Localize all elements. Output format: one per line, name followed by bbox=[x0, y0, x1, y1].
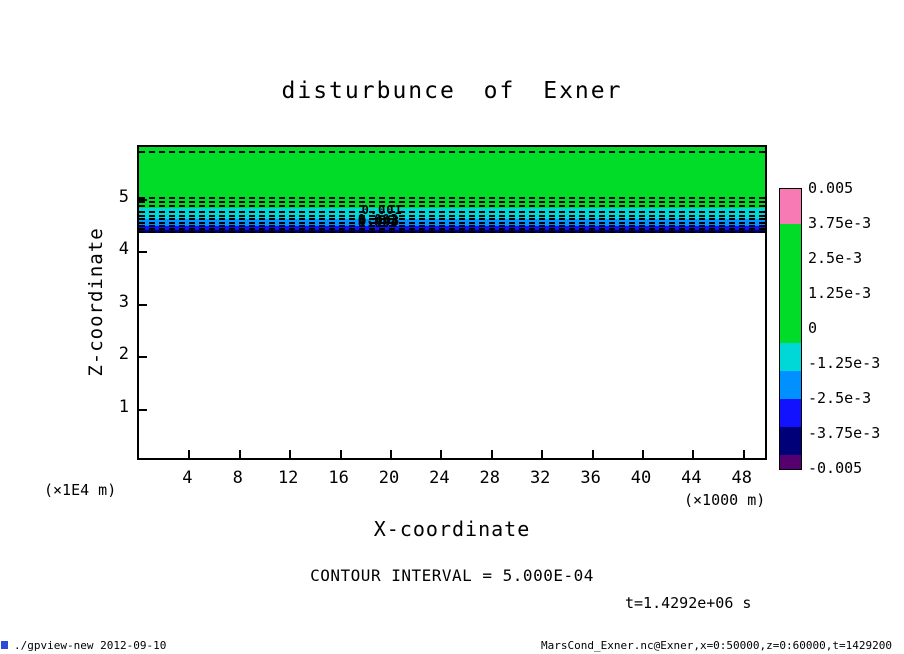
x-tick-label: 40 bbox=[630, 468, 652, 488]
contour-line bbox=[139, 217, 765, 220]
colorbar-label: 2.5e-3 bbox=[808, 249, 863, 267]
x-axis-label: X-coordinate bbox=[373, 517, 531, 541]
colorbar-label: 0 bbox=[808, 319, 818, 337]
x-axis-tick bbox=[289, 450, 292, 458]
y-axis-tick bbox=[139, 303, 147, 306]
colorbar-label: -2.5e-3 bbox=[808, 389, 872, 407]
contour-line bbox=[139, 150, 765, 153]
x-tick-label: 24 bbox=[429, 468, 450, 488]
colorbar-segment bbox=[780, 455, 801, 469]
colorbar-segment bbox=[780, 399, 801, 427]
x-axis-tick bbox=[238, 450, 241, 458]
y-tick-label: 4 bbox=[118, 239, 129, 259]
x-tick-label: 12 bbox=[277, 468, 299, 488]
x-axis-tick bbox=[339, 450, 342, 458]
plot-area: 0.001 0.002 0.003 0.004 bbox=[137, 145, 767, 460]
y-axis-tick bbox=[139, 198, 147, 201]
colorbar-segment bbox=[780, 427, 801, 455]
x-tick-label: 44 bbox=[681, 468, 702, 488]
x-tick-label: 48 bbox=[731, 468, 753, 488]
x-tick-label: 16 bbox=[328, 468, 349, 488]
y-axis-unit: (×1E4 m) bbox=[44, 481, 117, 499]
contour-interval-text: CONTOUR INTERVAL = 5.000E-04 bbox=[310, 566, 594, 585]
x-tick-label: 4 bbox=[182, 468, 193, 488]
x-axis-tick bbox=[591, 450, 594, 458]
x-axis-tick bbox=[541, 450, 544, 458]
contour-band bbox=[139, 147, 765, 209]
x-tick-label: 20 bbox=[378, 468, 400, 488]
y-axis-tick bbox=[139, 356, 147, 358]
contour-line bbox=[139, 227, 765, 230]
contour-value-label: 0.003 bbox=[359, 214, 401, 229]
x-axis-tick bbox=[390, 450, 392, 458]
colorbar-label: 3.75e-3 bbox=[808, 214, 872, 232]
y-tick-label: 3 bbox=[118, 291, 129, 312]
contour-line bbox=[139, 231, 765, 233]
contour-line bbox=[139, 224, 765, 227]
colorbar-segment bbox=[780, 343, 801, 371]
y-tick-label: 5 bbox=[118, 186, 129, 207]
colorbar-label: 0.005 bbox=[808, 179, 854, 197]
time-annotation: t=1.4292e+06 s bbox=[625, 594, 752, 612]
x-tick-label: 36 bbox=[580, 468, 601, 488]
colorbar-label: -0.005 bbox=[808, 459, 863, 477]
x-axis-tick bbox=[440, 450, 443, 458]
contour-value-label: 0.001 bbox=[361, 203, 403, 217]
colorbar-segment bbox=[780, 189, 801, 224]
colorbar bbox=[779, 188, 802, 470]
colorbar-segment bbox=[780, 371, 801, 399]
colorbar-label: 1.25e-3 bbox=[808, 284, 872, 302]
y-axis-tick bbox=[139, 408, 147, 411]
contour-line bbox=[139, 211, 765, 214]
chart-title: disturbunce of Exner bbox=[281, 78, 623, 104]
contour-value-label: 0.004 bbox=[357, 215, 399, 230]
logo-mark bbox=[1, 641, 8, 649]
contour-line bbox=[139, 201, 765, 204]
x-axis-tick bbox=[742, 450, 745, 458]
footer-command: ./gpview-new 2012-09-10 bbox=[14, 639, 167, 652]
x-axis-tick bbox=[490, 450, 493, 458]
contour-band bbox=[139, 208, 765, 220]
x-axis-tick bbox=[692, 450, 695, 458]
contour-line bbox=[139, 221, 765, 224]
contour-line bbox=[139, 196, 765, 199]
contour-band bbox=[139, 232, 765, 458]
contour-value-label: 0.002 bbox=[357, 211, 399, 226]
colorbar-segment bbox=[780, 224, 801, 343]
x-tick-label: 28 bbox=[479, 468, 501, 488]
colorbar-label: -3.75e-3 bbox=[808, 424, 881, 442]
y-tick-label: 2 bbox=[118, 344, 129, 364]
y-tick-label: 1 bbox=[118, 396, 129, 417]
footer-source: MarsCond_Exner.nc@Exner,x=0:50000,z=0:60… bbox=[541, 639, 892, 652]
x-tick-label: 32 bbox=[529, 468, 551, 488]
colorbar-label: -1.25e-3 bbox=[808, 354, 881, 372]
x-axis-unit: (×1000 m) bbox=[684, 491, 766, 509]
x-tick-label: 8 bbox=[232, 468, 243, 488]
x-axis-tick bbox=[642, 450, 644, 458]
contour-line bbox=[139, 214, 765, 217]
contour-line bbox=[139, 204, 765, 207]
x-axis-tick bbox=[188, 450, 191, 458]
y-axis-tick bbox=[139, 251, 147, 253]
